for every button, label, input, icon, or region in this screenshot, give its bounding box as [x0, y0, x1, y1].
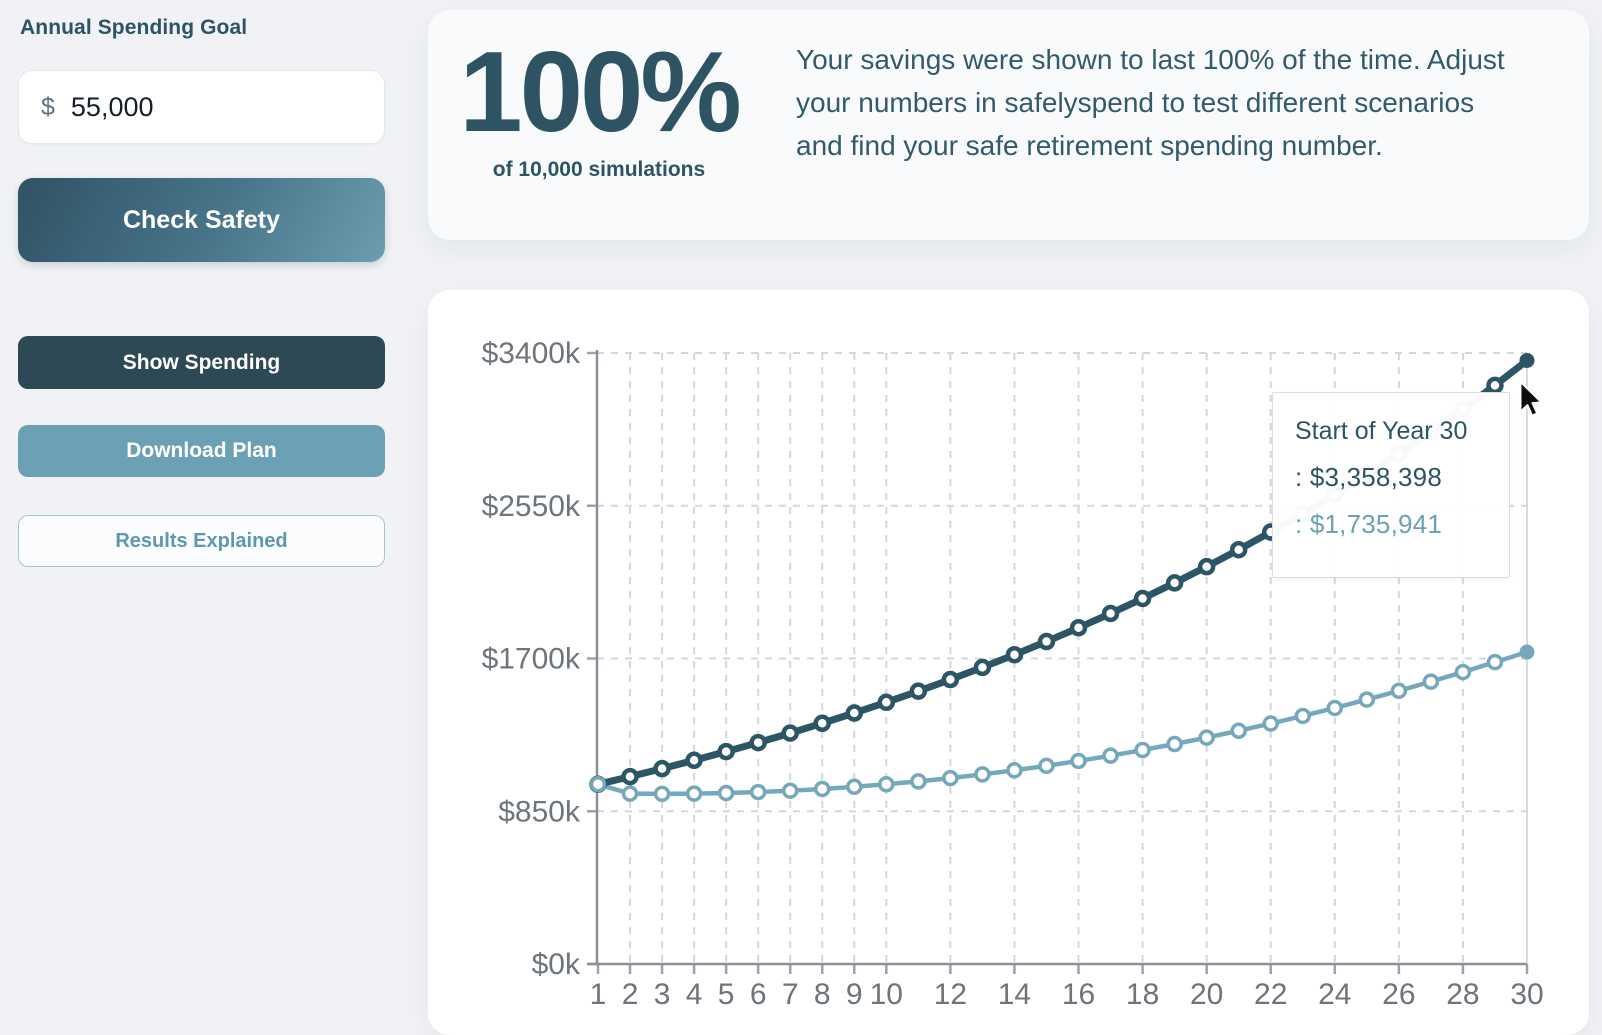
spending-goal-input-group: $	[18, 70, 385, 144]
spending-goal-label: Annual Spending Goal	[20, 16, 248, 39]
svg-text:7: 7	[782, 978, 799, 1011]
svg-text:1: 1	[590, 978, 607, 1011]
svg-text:$0k: $0k	[532, 948, 581, 981]
savings-chart-card: $0k $850k $1700k $2550k $3400k 1 2 3 4 5 6 7 8 9 10 12 1…	[428, 290, 1589, 1035]
download-plan-button[interactable]: Download Plan	[18, 425, 385, 477]
spending-goal-input[interactable]	[70, 91, 321, 123]
svg-text:10: 10	[870, 978, 903, 1011]
svg-text:28: 28	[1446, 978, 1479, 1011]
svg-text:5: 5	[718, 978, 735, 1011]
svg-text:8: 8	[814, 978, 831, 1011]
mouse-cursor-icon	[1519, 380, 1544, 418]
svg-text:12: 12	[934, 978, 967, 1011]
results-explained-button[interactable]: Results Explained	[18, 515, 385, 567]
svg-text:6: 6	[750, 978, 767, 1011]
success-rate-block: 100% of 10,000 simulations	[454, 36, 744, 182]
svg-text:30: 30	[1510, 978, 1543, 1011]
svg-text:24: 24	[1318, 978, 1351, 1011]
success-percentage: 100%	[459, 29, 742, 156]
svg-text:3: 3	[654, 978, 671, 1011]
svg-text:2: 2	[622, 978, 639, 1011]
tooltip-value: : $3,358,398	[1295, 462, 1442, 492]
check-safety-button[interactable]: Check Safety	[18, 178, 385, 262]
svg-text:20: 20	[1190, 978, 1223, 1011]
simulations-caption: of 10,000 simulations	[492, 158, 706, 181]
svg-text:16: 16	[1062, 978, 1095, 1011]
svg-text:22: 22	[1254, 978, 1287, 1011]
simulation-summary-card: 100% of 10,000 simulations Your savings …	[428, 10, 1589, 240]
svg-text:$3400k: $3400k	[482, 337, 581, 370]
svg-text:18: 18	[1126, 978, 1159, 1011]
summary-description: Your savings were shown to last 100% of …	[796, 44, 1505, 161]
show-spending-button[interactable]: Show Spending	[18, 336, 385, 389]
svg-text:$2550k: $2550k	[482, 490, 581, 523]
svg-text:9: 9	[846, 978, 863, 1011]
sidebar: Annual Spending Goal $ Check Safety Show…	[0, 0, 410, 1024]
tooltip-value: : $1,735,941	[1295, 509, 1442, 539]
svg-text:4: 4	[686, 978, 703, 1011]
svg-text:26: 26	[1382, 978, 1415, 1011]
tooltip-rows: : $3,358,398 : $1,735,941	[1295, 462, 1509, 540]
svg-text:14: 14	[998, 978, 1031, 1011]
svg-text:$1700k: $1700k	[482, 643, 581, 676]
svg-text:$850k: $850k	[498, 795, 581, 828]
tooltip-title: Start of Year 30	[1295, 417, 1468, 445]
chart-tooltip: Start of Year 30 : $3,358,398 : $1,735,94…	[1272, 392, 1510, 578]
currency-symbol: $	[41, 92, 55, 121]
